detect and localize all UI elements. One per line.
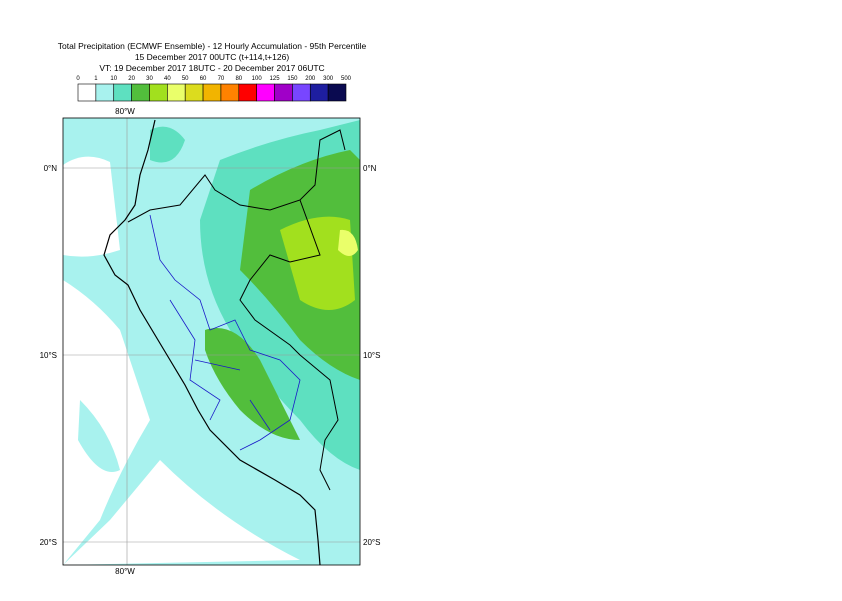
title-line: VT: 19 December 2017 18UTC - 20 December…: [99, 63, 324, 73]
legend-tick-label: 100: [252, 76, 263, 82]
title-line: Total Precipitation (ECMWF Ensemble) - 1…: [58, 41, 367, 51]
legend-tick-label: 10: [110, 76, 117, 82]
legend-swatch: [292, 83, 311, 102]
legend-swatch: [149, 83, 168, 102]
legend-tick-label: 80: [235, 76, 242, 82]
legend-swatch: [274, 83, 293, 102]
lon-label: 80°W: [115, 107, 135, 116]
legend-tick-label: 1: [94, 76, 98, 82]
map-frame: [62, 117, 361, 566]
legend-swatch: [327, 83, 347, 102]
lat-label: 10°S: [40, 351, 57, 360]
title: Total Precipitation (ECMWF Ensemble) - 1…: [58, 41, 367, 73]
legend-tick-label: 30: [146, 76, 153, 82]
legend-swatch: [238, 83, 257, 102]
legend-tick-label: 150: [287, 76, 298, 82]
legend: 0 1 10 20 30 40 50 60 70 80 100 125 150 200 300 500: [76, 76, 352, 102]
legend-tick-label: 20: [128, 76, 135, 82]
lat-label: 10°S: [363, 351, 380, 360]
legend-tick-label: 40: [164, 76, 171, 82]
legend-swatch: [167, 83, 186, 102]
legend-swatch: [131, 83, 150, 102]
legend-swatch: [77, 83, 97, 102]
legend-swatch: [202, 83, 222, 102]
legend-tick-label: 200: [305, 76, 316, 82]
legend-swatch: [113, 83, 132, 102]
lat-label: 20°S: [363, 538, 380, 547]
title-line: 15 December 2017 00UTC (t+114,t+126): [135, 52, 290, 62]
legend-swatch: [309, 83, 329, 102]
map: [63, 118, 360, 565]
legend-tick-label: 0: [76, 76, 80, 82]
legend-tick-label: 500: [341, 76, 352, 82]
lat-label: 20°S: [40, 538, 57, 547]
legend-swatch: [256, 83, 275, 102]
legend-tick-label: 60: [200, 76, 207, 82]
legend-swatch: [95, 83, 115, 102]
legend-tick-label: 300: [323, 76, 334, 82]
legend-tick-label: 70: [218, 76, 225, 82]
lon-label: 80°W: [115, 567, 135, 576]
legend-swatch: [220, 83, 240, 102]
lat-label: 0°N: [44, 164, 58, 173]
legend-tick-label: 50: [182, 76, 189, 82]
lat-label: 0°N: [363, 164, 377, 173]
legend-tick-label: 125: [270, 76, 281, 82]
legend-swatch: [184, 83, 204, 102]
